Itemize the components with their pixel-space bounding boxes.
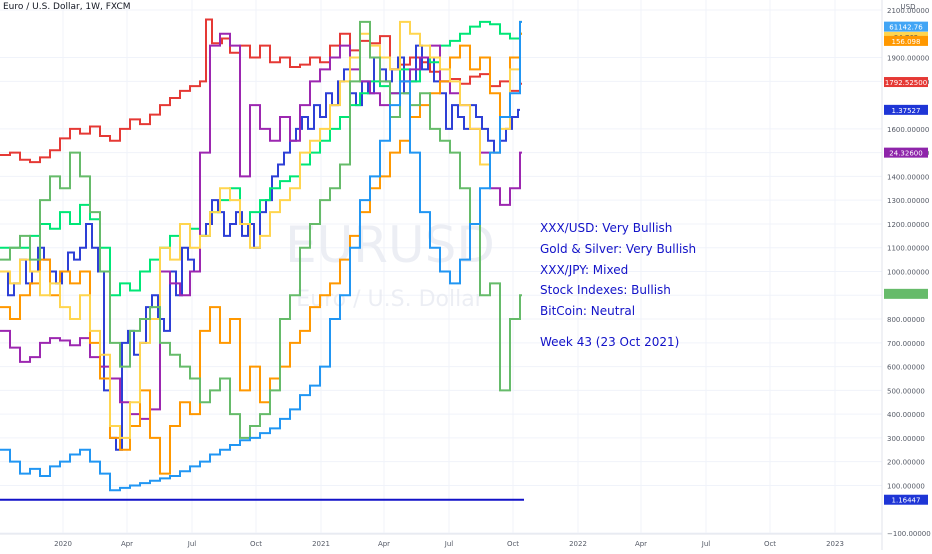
y-tick-label: 1900.00000 [887,55,929,63]
y-tick-label: 1300.00000 [887,197,929,205]
y-axis-unit: USD [901,3,916,11]
series-group [0,18,524,501]
y-tick-label: 1200.00000 [887,221,929,229]
series-line-8 [0,20,522,492]
y-tick-label: 700.00000 [887,340,925,348]
x-tick-label: 2020 [54,540,72,548]
y-tick-label: 1400.00000 [887,173,929,181]
y-tick-label: 100.00000 [887,482,925,490]
y-tick-label: 200.00000 [887,459,925,467]
watermark: EURUSD Euro / U.S. Dollar [285,216,495,312]
annotation-xxx-jpy: XXX/JPY: Mixed [540,262,629,277]
price-tag-label: 1792.52500 [885,79,927,87]
x-tick-label: Oct [507,540,519,548]
x-tick-label: Apr [121,540,133,548]
y-tick-label: 300.00000 [887,435,925,443]
annotation-xxx-usd: XXX/USD: Very Bullish [540,221,673,235]
price-tag [884,35,928,46]
price-tag [884,104,928,115]
x-tick-label: Jul [187,540,197,548]
price-tags: 61142.7684.762156.0981792.525001.3752724… [884,21,928,505]
y-tick-label: 1100.00000 [887,245,929,253]
price-tag [884,77,928,88]
x-tick-label: 2023 [826,540,844,548]
watermark-name: Euro / U.S. Dollar [296,287,484,312]
price-tag-label: 156.098 [892,38,921,46]
price-tag [884,147,928,158]
x-tick-label: Oct [764,540,776,548]
x-ticks: 2020 Apr Jul Oct 2021 Apr Jul Oct 2022 Apr Jul Oct 2… [54,540,844,548]
price-tag [884,494,928,505]
price-tag-label: 24.32600 [889,150,922,158]
y-tick-label: 600.00000 [887,364,925,372]
x-tick-label: Jul [701,540,711,548]
annotation-bitcoin: BitCoin: Neutral [540,304,636,319]
axes: USD [0,0,915,550]
annotations: XXX/USD: Very Bullish Gold & Silver: Ver… [540,218,696,353]
y-tick-label: 800.00000 [887,316,925,324]
y-tick-label: 1000.00000 [887,269,929,277]
annotation-week: Week 43 (23 Oct 2021) [540,334,680,349]
x-tick-label: Oct [250,540,262,548]
series-line-6 [0,20,522,439]
price-tag-label: 1.16447 [892,497,921,505]
x-tick-label: Jul [444,540,454,548]
x-tick-label: 2021 [312,540,330,548]
y-tick-label: 400.00000 [887,411,925,419]
price-tag-label: 61142.76 [889,24,923,32]
series-line-7 [0,20,522,439]
y-tick-label: −100.00000 [887,530,931,538]
series-line-2 [0,44,520,451]
symbol-title: Euro / U.S. Dollar, 1W, FXCM [3,2,131,12]
annotation-stock-indexes: Stock Indexes: Bullish [540,283,671,298]
x-tick-label: Apr [378,540,390,548]
series-line-3 [0,20,522,297]
annotation-gold-silver: Gold & Silver: Very Bullish [540,241,697,256]
y-tick-label: 500.00000 [887,387,925,395]
x-tick-label: 2022 [569,540,587,548]
y-tick-label: 1600.00000 [887,126,929,134]
price-tag [884,21,928,32]
price-tag-label: 1.37527 [892,107,921,115]
y-tick-label: 2100.00000 [887,7,929,15]
price-tag [884,288,928,299]
x-tick-label: Apr [635,540,647,548]
